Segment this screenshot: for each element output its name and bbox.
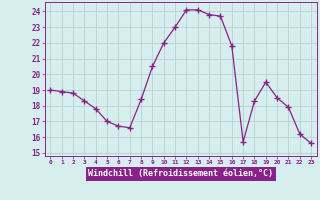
X-axis label: Windchill (Refroidissement éolien,°C): Windchill (Refroidissement éolien,°C) [88,169,273,178]
